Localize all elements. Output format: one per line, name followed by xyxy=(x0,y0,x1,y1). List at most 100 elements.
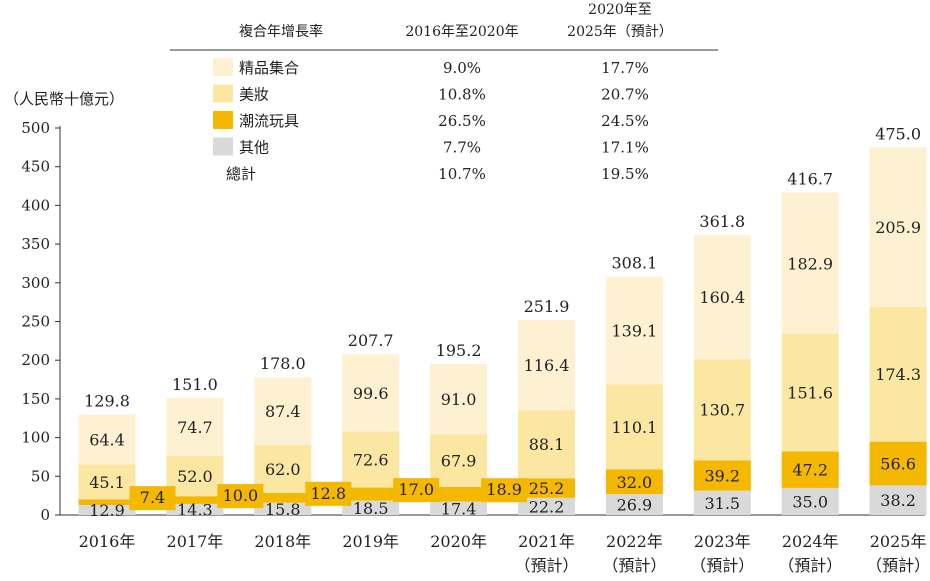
bar-total-label: 416.7 xyxy=(787,169,833,188)
legend-cagr-2016-2020: 9.0% xyxy=(443,59,481,77)
axis-layer: 0 50 100 150 200 250 300 350 400 450 500 xyxy=(21,119,925,524)
y-tick-label: 450 xyxy=(21,158,50,176)
bar-segment xyxy=(166,503,224,515)
unit-label: （人民幣十億元） xyxy=(4,90,124,108)
legend-cagr-2020-2025: 19.5% xyxy=(601,165,649,183)
x-tick-label: 2021年 xyxy=(518,532,575,551)
toy-label-box xyxy=(305,481,352,506)
x-tick-sublabel: （預計） xyxy=(602,556,666,575)
bar-label-beauty: 62.0 xyxy=(265,460,301,479)
bar-total-label: 151.0 xyxy=(172,375,218,394)
table-header-col2-line2: 2025年（預計） xyxy=(567,24,673,40)
legend-swatch xyxy=(213,58,233,76)
bar-label-toys: 18.9 xyxy=(486,480,522,499)
bar-label-beauty: 110.1 xyxy=(611,418,657,437)
bar-total-label: 129.8 xyxy=(84,392,130,411)
bar-segment xyxy=(518,320,575,411)
bar-label-toys: 32.0 xyxy=(617,473,653,492)
legend-cagr-2016-2020: 10.7% xyxy=(438,165,486,183)
bar-total-label: 178.0 xyxy=(260,354,306,373)
bar-label-beauty: 151.6 xyxy=(787,384,833,403)
bar-segment xyxy=(869,147,927,307)
x-tick-label: 2023年 xyxy=(694,532,751,551)
bar-segment xyxy=(78,414,136,465)
bar-segment xyxy=(342,500,400,515)
bar-segment xyxy=(693,490,751,515)
bar-segment xyxy=(430,434,488,487)
x-tick-label: 2018年 xyxy=(254,532,311,551)
legend-cagr-2016-2020: 7.7% xyxy=(443,139,481,157)
bar-label-boutique: 116.4 xyxy=(524,356,570,375)
legend-series-name: 其他 xyxy=(239,139,269,157)
bar-label-boutique: 87.4 xyxy=(265,402,301,421)
bar-label-other: 17.4 xyxy=(441,499,477,518)
legend-cagr-2020-2025: 20.7% xyxy=(601,86,649,104)
legend-swatch xyxy=(213,84,233,103)
bar-label-toys: 17.0 xyxy=(398,480,434,499)
legend-cagr-2016-2020: 26.5% xyxy=(438,112,486,130)
bar-segment xyxy=(254,444,312,493)
bar-label-boutique: 139.1 xyxy=(611,321,657,340)
bar-label-other: 31.5 xyxy=(704,494,740,513)
toy-label-box xyxy=(217,484,264,509)
x-tick-sublabel: （預計） xyxy=(866,556,930,575)
legend-cagr-2020-2025: 17.1% xyxy=(601,139,649,157)
x-tick-sublabel: （預計） xyxy=(690,556,754,575)
table-header-col1: 2016年至2020年 xyxy=(405,24,518,40)
bar-segment xyxy=(430,363,488,435)
bar-segment xyxy=(781,334,839,452)
bar-label-toys: 12.8 xyxy=(310,484,346,503)
x-tick-label: 2024年 xyxy=(782,532,839,551)
bar-label-other: 15.8 xyxy=(265,500,301,519)
bars-layer xyxy=(78,147,927,515)
bar-label-toys: 47.2 xyxy=(792,461,828,480)
bar-label-toys: 25.2 xyxy=(529,479,565,498)
y-tick-label: 300 xyxy=(21,274,50,292)
x-tick-label: 2020年 xyxy=(430,532,487,551)
y-tick-label: 100 xyxy=(21,429,50,447)
bar-segment xyxy=(605,276,663,385)
x-tick-label: 2016年 xyxy=(79,532,136,551)
legend-swatch xyxy=(213,111,233,129)
bar-segment xyxy=(78,505,136,515)
bar-label-beauty: 130.7 xyxy=(699,401,745,420)
bar-label-beauty: 52.0 xyxy=(177,467,213,486)
table-header-label: 複合年增長率 xyxy=(239,23,323,40)
bar-label-beauty: 45.1 xyxy=(89,473,125,492)
y-tick-label: 200 xyxy=(21,351,50,369)
bar-segment xyxy=(342,487,400,501)
bar-label-other: 38.2 xyxy=(880,491,916,510)
bar-label-beauty: 88.1 xyxy=(529,435,565,454)
bar-label-toys: 7.4 xyxy=(140,488,165,507)
legend-cagr-2020-2025: 24.5% xyxy=(601,112,649,130)
bar-segment xyxy=(430,501,488,515)
bar-label-boutique: 182.9 xyxy=(787,254,833,273)
bar-segment xyxy=(254,502,312,515)
bar-segment xyxy=(781,487,839,515)
bar-segment xyxy=(693,460,751,491)
bar-segment xyxy=(166,455,224,497)
bar-segment xyxy=(78,499,136,506)
bar-label-other: 14.3 xyxy=(177,500,213,519)
bar-segment xyxy=(518,478,575,498)
bar-segment xyxy=(605,494,663,515)
toy-label-box xyxy=(481,478,528,503)
bar-total-label: 475.0 xyxy=(875,124,921,143)
bar-label-other: 26.9 xyxy=(617,496,653,515)
bar-total-label: 308.1 xyxy=(611,254,657,273)
bar-label-other: 18.5 xyxy=(353,499,389,518)
bar-segment xyxy=(342,431,400,488)
bar-label-other: 12.9 xyxy=(89,501,125,520)
table-header-col2-line1: 2020年至 xyxy=(588,2,652,18)
bar-segment xyxy=(254,492,312,503)
legend-series-name: 精品集合 xyxy=(239,59,299,77)
bar-total-label: 195.2 xyxy=(436,341,482,360)
bar-segment xyxy=(605,469,663,495)
y-tick-label: 350 xyxy=(21,235,50,253)
bar-segment xyxy=(605,384,663,470)
bar-label-toys: 39.2 xyxy=(704,466,740,485)
x-tick-sublabel: （預計） xyxy=(514,556,578,575)
bar-label-other: 35.0 xyxy=(792,492,828,511)
legend-swatch xyxy=(213,137,233,156)
labels-layer: 12.9 7.4 45.1 64.4 129.8 2016年 14.3 10.0 52.0 74.… xyxy=(79,124,930,575)
